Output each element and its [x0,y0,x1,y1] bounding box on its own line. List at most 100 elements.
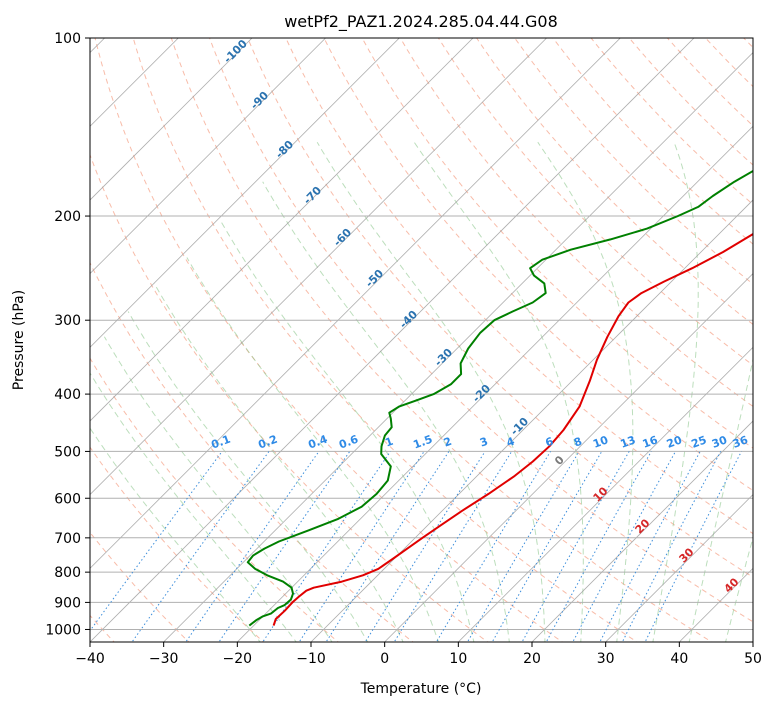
mixing-ratio-line [325,451,450,642]
dry-adiabat [769,25,775,645]
moist-adiabat [262,181,510,642]
mixing-ratio-label: 0.1 [210,433,233,452]
moist-adiabat [652,142,699,642]
mixing-ratio-label: 1 [383,435,395,450]
mixing-ratio-label: 30 [710,433,729,451]
isotherm [605,494,753,642]
moist-adiabat [413,141,584,642]
moist-adiabat [725,535,753,642]
dry-adiabat [170,38,713,642]
isotherm [752,641,753,642]
mixing-ratio-line [466,451,580,642]
mixing-ratio-label: 16 [641,433,660,451]
y-tick-label: 100 [54,31,81,47]
isotherm [90,38,327,275]
moist-adiabat [90,372,297,642]
mixing-ratio-label: 0.2 [256,433,279,452]
isotherm [310,199,753,642]
y-tick-label: 300 [54,313,81,329]
y-tick-label: 200 [54,209,81,225]
plot-frame [89,37,754,643]
isotherm [531,420,753,642]
mixing-ratio-label: 13 [619,433,638,450]
y-tick-label: 800 [54,565,81,581]
mixing-ratio-line [185,451,320,642]
mixing-ratio-line [262,451,391,642]
moist-adiabat [90,427,261,642]
mixing-ratio-line [298,451,425,642]
x-tick-label: 40 [670,651,688,667]
mixing-ratio-line [364,451,486,642]
x-tick-label: 0 [380,651,389,667]
isotherm [90,38,621,569]
x-tick-label: 10 [449,651,467,667]
series-layer [246,169,753,627]
x-tick-label: 50 [744,651,762,667]
mixing-ratio-line [131,451,270,642]
mixing-ratio-line [90,451,223,632]
moist-adiabat [221,222,475,642]
x-tick-label: 20 [523,651,541,667]
y-tick-label: 1000 [45,622,81,638]
y-tick-label: 900 [54,595,81,611]
dry-adiabat [247,38,753,578]
y-tick-label: 700 [54,531,81,547]
mixing-ratio-label: 36 [731,433,750,451]
mixing-ratio-label: 0.6 [337,433,360,452]
moist-adiabat [103,336,333,642]
dry-adiabat [323,38,753,492]
mixing-ratio-label: 10 [591,433,610,451]
y-tick-label: 500 [54,444,81,460]
dry-adiabat [208,38,753,623]
mixing-ratio-line [572,451,676,642]
isotherm [90,38,474,422]
background-lines [90,25,775,645]
mixing-ratio-label: 0.4 [306,433,329,452]
mixing-ratio-line [621,451,722,642]
moist-adiabat [127,311,369,642]
dry-adiabat [90,153,489,642]
mixing-ratio-label: 2 [442,435,454,450]
mixing-ratio-label: 25 [690,433,709,450]
isotherm [90,38,253,201]
mixing-ratio-label: 1.5 [412,433,435,452]
mixing-ratio-line [435,451,552,642]
x-tick-label: −20 [223,651,253,667]
isotherm [384,273,753,642]
x-tick-label: −40 [75,651,105,667]
mixing-ratio-label: 4 [505,435,517,450]
isotherm [163,52,753,642]
moist-adiabat [688,356,753,642]
isotherm [457,346,753,642]
moist-adiabat [186,257,440,642]
mixing-ratio-label: 3 [478,435,490,450]
y-tick-label: 600 [54,491,81,507]
moist-adiabat [537,141,634,642]
mixing-ratio-line [218,451,351,642]
x-tick-label: −10 [296,651,326,667]
plot-background [90,38,753,642]
isotherm [90,38,400,348]
y-tick-label: 400 [54,387,81,403]
mixing-ratio-label: 6 [544,435,556,450]
moist-adiabat [316,141,546,642]
chart-title: wetPf2_PAZ1.2024.285.04.44.G08 [284,12,558,32]
isotherm [90,38,548,496]
mixing-ratio-line [599,451,701,642]
temperature-profile [272,232,753,626]
x-axis-title: Temperature (°C) [360,681,482,697]
dry-adiabat [399,38,753,408]
dry-adiabat [285,38,753,535]
x-tick-label: −30 [149,651,179,667]
mixing-ratio-label: 20 [665,433,684,451]
dewpoint-profile [246,169,753,627]
x-tick-label: 30 [597,651,615,667]
isotherm [236,125,753,642]
isotherm [90,38,695,642]
mixing-ratio-line [545,451,652,642]
mixing-ratio-line [393,451,513,642]
mixing-ratio-label: 8 [572,435,584,450]
x-axis: −40 −30 −20 −10 0 10 20 30 40 50 [75,642,762,667]
y-axis-title: Pressure (hPa) [11,290,27,390]
